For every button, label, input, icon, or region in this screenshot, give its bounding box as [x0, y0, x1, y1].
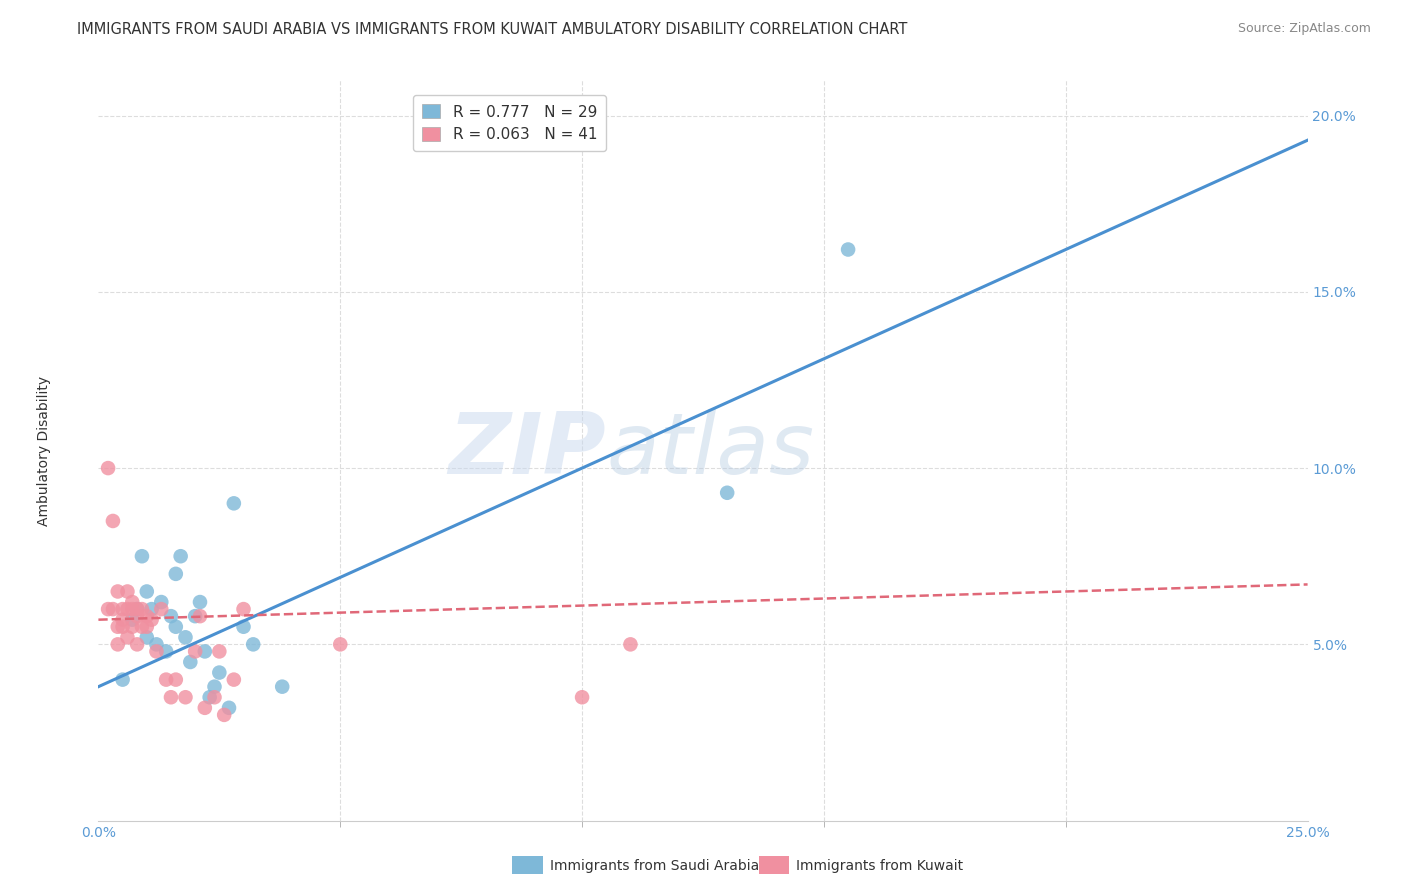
Point: [160, 690, 183, 705]
Point: [121, 620, 143, 634]
Point: [127, 609, 149, 624]
Point: [155, 644, 177, 658]
Point: [141, 613, 163, 627]
Text: IMMIGRANTS FROM SAUDI ARABIA VS IMMIGRANTS FROM KUWAIT AMBULATORY DISABILITY COR: IMMIGRANTS FROM SAUDI ARABIA VS IMMIGRAN…: [77, 22, 908, 37]
Point: [837, 243, 859, 257]
Point: [97, 602, 120, 616]
Point: [111, 673, 134, 687]
Text: Source: ZipAtlas.com: Source: ZipAtlas.com: [1237, 22, 1371, 36]
Point: [169, 549, 191, 564]
Point: [188, 609, 211, 624]
Legend: R = 0.777   N = 29, R = 0.063   N = 41: R = 0.777 N = 29, R = 0.063 N = 41: [413, 95, 606, 152]
Point: [174, 630, 197, 644]
Point: [619, 637, 641, 651]
Text: Ambulatory Disability: Ambulatory Disability: [37, 376, 51, 525]
Point: [150, 595, 173, 609]
Point: [208, 644, 231, 658]
Point: [117, 584, 139, 599]
Point: [184, 644, 207, 658]
Point: [121, 613, 143, 627]
Point: [194, 644, 217, 658]
Point: [135, 630, 157, 644]
Point: [329, 637, 352, 651]
Point: [174, 690, 197, 705]
Point: [127, 602, 149, 616]
Point: [145, 644, 167, 658]
Point: [117, 602, 139, 616]
Point: [101, 602, 124, 616]
Point: [212, 707, 235, 722]
Point: [101, 514, 124, 528]
Point: [165, 673, 187, 687]
Point: [107, 584, 129, 599]
Point: [184, 609, 207, 624]
Point: [135, 584, 157, 599]
Point: [222, 496, 245, 510]
Point: [111, 620, 134, 634]
Point: [135, 620, 157, 634]
Point: [150, 602, 173, 616]
Point: [242, 637, 264, 651]
Point: [155, 673, 177, 687]
Point: [222, 673, 245, 687]
Point: [194, 701, 217, 715]
Point: [121, 602, 143, 616]
Point: [107, 620, 129, 634]
Point: [271, 680, 294, 694]
Point: [218, 701, 240, 715]
Point: [160, 609, 183, 624]
Point: [111, 613, 134, 627]
Point: [204, 680, 226, 694]
Point: [107, 637, 129, 651]
Point: [127, 602, 149, 616]
Point: [131, 549, 153, 564]
Point: [232, 620, 254, 634]
Text: Immigrants from Kuwait: Immigrants from Kuwait: [796, 859, 963, 873]
Point: [121, 595, 143, 609]
Point: [131, 620, 153, 634]
Point: [232, 602, 254, 616]
Point: [165, 566, 187, 581]
Text: ZIP: ZIP: [449, 409, 606, 492]
Point: [131, 602, 153, 616]
Point: [716, 485, 738, 500]
Point: [204, 690, 226, 705]
Point: [127, 637, 149, 651]
Point: [208, 665, 231, 680]
Text: atlas: atlas: [606, 409, 814, 492]
Point: [188, 595, 211, 609]
Point: [135, 609, 157, 624]
Point: [111, 602, 134, 616]
Point: [141, 602, 163, 616]
Point: [97, 461, 120, 475]
Text: Immigrants from Saudi Arabia: Immigrants from Saudi Arabia: [551, 859, 759, 873]
Point: [179, 655, 201, 669]
Point: [165, 620, 187, 634]
Point: [571, 690, 593, 705]
Point: [145, 637, 167, 651]
Point: [198, 690, 221, 705]
Point: [117, 630, 139, 644]
